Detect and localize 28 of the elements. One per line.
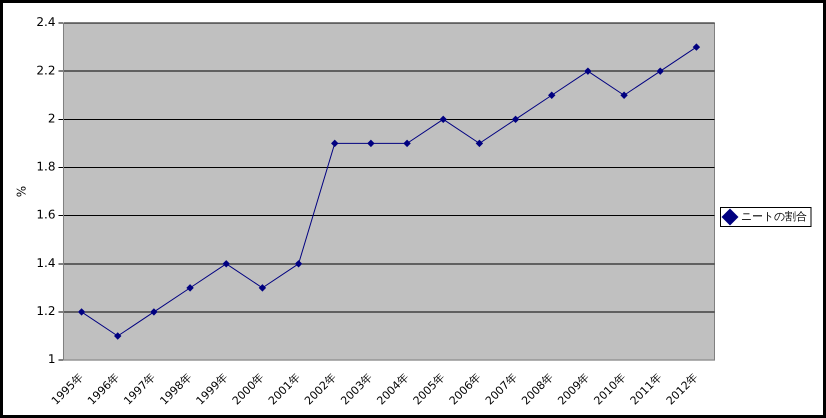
point — [367, 140, 374, 147]
point — [78, 308, 86, 316]
y-tick-label: 1 — [48, 352, 56, 366]
point — [440, 116, 447, 123]
point — [295, 260, 302, 268]
point — [512, 116, 520, 123]
y-axis-title: % — [14, 186, 28, 198]
point — [584, 68, 592, 75]
point — [656, 68, 664, 75]
point — [692, 44, 700, 51]
y-tick-label: 1.2 — [36, 304, 56, 318]
point — [186, 284, 194, 292]
y-tick-label: 1.8 — [36, 160, 56, 174]
y-tick-label: 1.6 — [36, 208, 56, 222]
point — [258, 284, 266, 292]
legend-label: ニートの割合 — [741, 210, 807, 223]
point — [476, 140, 483, 147]
point — [404, 140, 411, 147]
point — [548, 92, 556, 99]
y-tick-label: 2 — [48, 111, 56, 126]
point — [114, 332, 122, 340]
y-tick-label: 2.4 — [36, 15, 56, 30]
y-tick-label: 2.2 — [36, 63, 56, 78]
y-tick-label: 1.4 — [36, 256, 56, 270]
point — [222, 260, 230, 268]
point — [620, 92, 628, 99]
point — [150, 308, 158, 316]
point — [331, 140, 338, 147]
